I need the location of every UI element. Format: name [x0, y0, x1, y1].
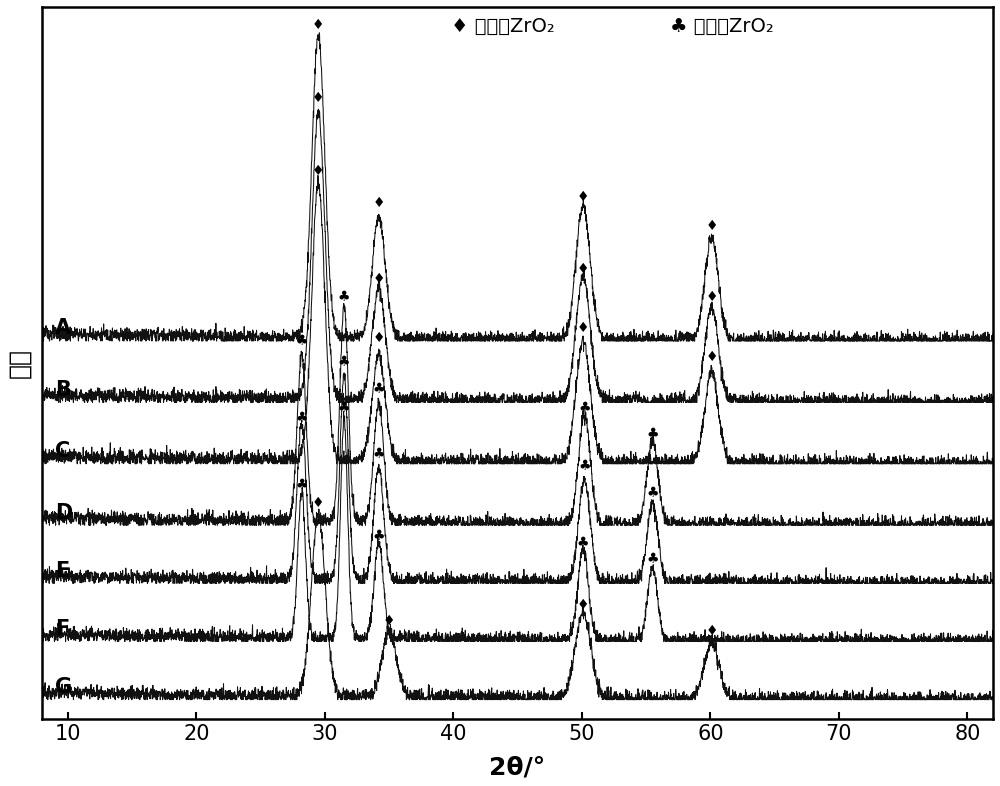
Text: E: E: [55, 560, 69, 581]
Text: ♣: ♣: [295, 334, 308, 348]
Text: ♣: ♣: [577, 536, 589, 550]
Text: ♣: ♣: [373, 529, 385, 543]
Text: ♣: ♣: [338, 401, 350, 415]
Text: ♣: ♣: [646, 486, 659, 500]
Text: C: C: [55, 441, 70, 461]
Text: G: G: [55, 677, 72, 697]
Text: ♦: ♦: [705, 624, 718, 638]
Text: ♣: ♣: [578, 459, 591, 472]
Text: ♣: ♣: [338, 290, 350, 304]
Text: ♣: ♣: [295, 479, 308, 493]
Text: ♦: ♦: [577, 190, 589, 204]
Text: A: A: [55, 318, 71, 339]
Text: ♦: ♦: [577, 263, 589, 277]
Text: ♦ 四方相ZrO₂: ♦ 四方相ZrO₂: [451, 17, 555, 35]
Text: ♦: ♦: [312, 496, 325, 510]
Text: ♦: ♦: [577, 321, 589, 335]
Text: ♦: ♦: [373, 196, 385, 211]
Y-axis label: 强度: 强度: [7, 348, 31, 378]
Text: ♣ 单斜相ZrO₂: ♣ 单斜相ZrO₂: [670, 17, 773, 35]
Text: ♦: ♦: [383, 615, 395, 628]
Text: D: D: [55, 502, 72, 523]
Text: ♣: ♣: [646, 553, 659, 567]
Text: ♣: ♣: [338, 355, 350, 369]
Text: ♦: ♦: [577, 598, 589, 612]
Text: ♦: ♦: [312, 91, 325, 105]
Text: ♦: ♦: [373, 272, 385, 286]
Text: B: B: [55, 380, 71, 400]
Text: ♦: ♦: [312, 164, 325, 178]
Text: ♦: ♦: [705, 219, 718, 233]
Text: ♣: ♣: [373, 382, 385, 396]
Text: ♣: ♣: [295, 411, 308, 425]
Text: ♣: ♣: [373, 447, 385, 461]
X-axis label: 2θ/°: 2θ/°: [489, 755, 546, 779]
Text: ♦: ♦: [705, 290, 718, 304]
Text: ♦: ♦: [705, 350, 718, 363]
Text: F: F: [55, 619, 69, 639]
Text: ♣: ♣: [646, 428, 659, 442]
Text: ♦: ♦: [312, 18, 325, 32]
Text: ♦: ♦: [373, 331, 385, 345]
Text: ♣: ♣: [578, 401, 591, 415]
